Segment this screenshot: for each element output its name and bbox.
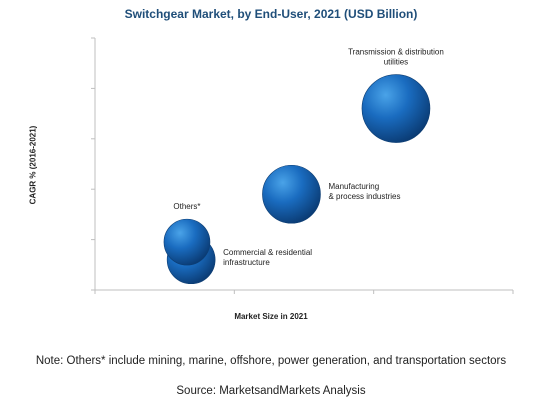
chart-note: Note: Others* include mining, marine, of…: [35, 355, 507, 367]
bubble: [163, 218, 211, 266]
bubble-label-line: & process industries: [328, 192, 400, 201]
x-axis-label: Market Size in 2021: [234, 312, 308, 321]
bubble-label: Transmission & distribution utilities: [348, 48, 444, 67]
bubble-label-line: Transmission & distribution: [348, 48, 444, 57]
chart-source: Source: MarketsandMarkets Analysis: [176, 385, 366, 397]
bubble-label-line: infrastructure: [223, 258, 270, 267]
bubble-label: Others*: [173, 202, 200, 211]
bubbles: [163, 74, 431, 285]
bubble-label-line: Commercial & residential: [223, 248, 312, 257]
bubble-label-line: utilities: [384, 58, 408, 67]
axes: [91, 37, 514, 294]
bubble-label-line: Others*: [173, 202, 200, 211]
bubble-labels: Transmission & distribution utilities Manu…: [173, 48, 443, 267]
bubble-label-line: Manufacturing: [328, 182, 379, 191]
bubble-label: Commercial & residential infrastructure: [223, 248, 312, 267]
bubble: [361, 74, 431, 143]
chart-title: Switchgear Market, by End-User, 2021 (US…: [124, 7, 418, 21]
bubble: [262, 164, 321, 224]
bubble-label: Manufacturing & process industries: [328, 182, 400, 201]
